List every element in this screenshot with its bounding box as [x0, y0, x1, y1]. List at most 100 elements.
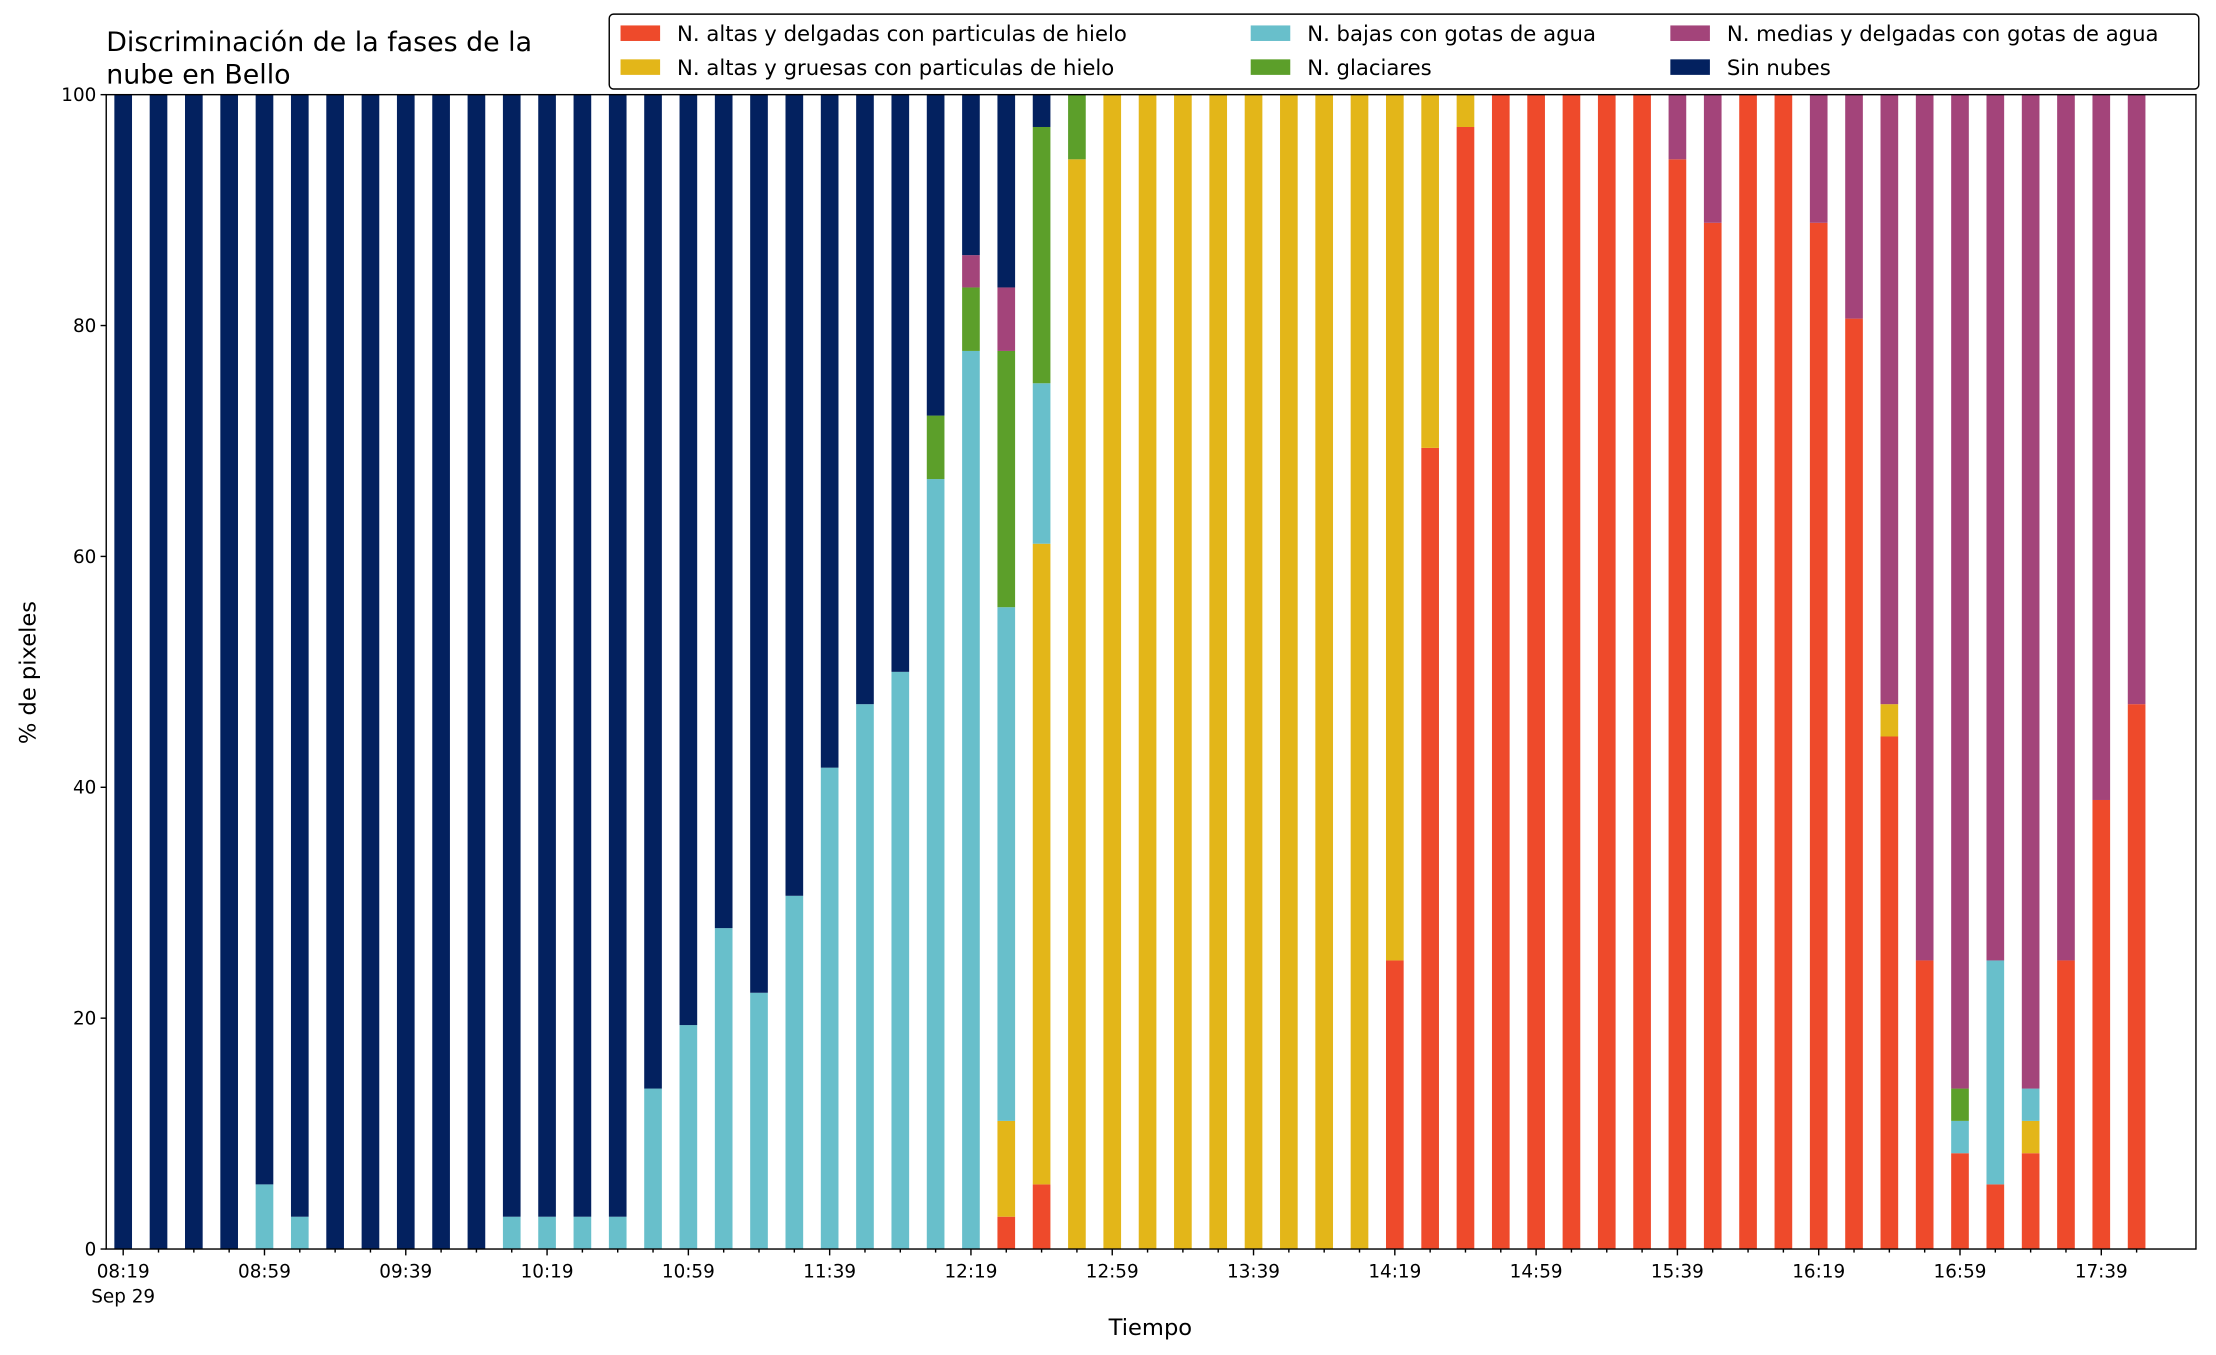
legend-swatch: [620, 25, 661, 41]
y-tick-label: 40: [73, 778, 96, 799]
bar-segment: [1385, 960, 1404, 1250]
bar-segment: [1174, 94, 1192, 1250]
legend-label: N. bajas con gotas de agua: [1307, 21, 1596, 46]
bar-segment: [1951, 1120, 1969, 1154]
bar-segment: [502, 94, 521, 1217]
bar-segment: [714, 94, 733, 929]
bar-segment: [2021, 1153, 2040, 1250]
x-tick-label: 16:59: [1934, 1261, 1987, 1282]
legend-swatch: [1250, 59, 1291, 75]
bar-segment: [1703, 94, 1722, 223]
chart-title: Discriminación de la fases de la: [106, 27, 532, 58]
x-tick-label: 08:59: [238, 1261, 291, 1282]
bar-segment: [1491, 94, 1510, 1250]
bar-segment: [573, 1216, 592, 1250]
legend-label: Sin nubes: [1727, 55, 1831, 80]
bar-segment: [114, 94, 133, 1250]
bar-segment: [750, 992, 768, 1250]
x-tick-label: 14:19: [1368, 1261, 1421, 1282]
bar-segment: [1032, 543, 1051, 1185]
legend-label: N. altas y gruesas con particulas de hie…: [677, 55, 1114, 80]
bar-segment: [1880, 736, 1899, 1250]
bar-segment: [1244, 94, 1263, 1250]
bar-segment: [1138, 94, 1157, 1250]
bar-segment: [1315, 94, 1334, 1250]
x-tick-label: 14:59: [1510, 1261, 1563, 1282]
legend-box: [608, 13, 2200, 90]
bar-segment: [644, 94, 662, 1089]
bar-segment: [1703, 222, 1722, 1250]
legend-label: N. medias y delgadas con gotas de agua: [1727, 21, 2159, 46]
bar-segment: [1986, 960, 2005, 1185]
bar-segment: [608, 1216, 627, 1250]
bar-segment: [679, 1025, 698, 1250]
bar-segment: [1209, 94, 1228, 1250]
bar-segment: [2127, 704, 2146, 1250]
bar-segment: [149, 94, 168, 1250]
bar-segment: [785, 94, 804, 896]
bar-segment: [997, 94, 1016, 288]
bar-segment: [2057, 94, 2075, 961]
bar-segment: [1562, 94, 1581, 1250]
bar-segment: [856, 704, 874, 1250]
bar-segment: [820, 94, 839, 768]
bar-segment: [1951, 94, 1969, 1089]
bar-segment: [502, 1216, 521, 1250]
x-tick-label: 16:19: [1792, 1261, 1845, 1282]
plot-frame: [105, 93, 2197, 1250]
bar-segment: [1633, 94, 1651, 1250]
y-tick-label: 60: [73, 547, 96, 568]
bar-segment: [891, 94, 910, 672]
bar-segment: [1032, 1184, 1051, 1250]
legend-swatch: [1670, 25, 1710, 41]
bar-segment: [1986, 1184, 2005, 1250]
x-tick-label: 17:39: [2075, 1261, 2128, 1282]
bar-segment: [1915, 960, 1934, 1250]
bar-segment: [1915, 94, 1934, 961]
bar-segment: [255, 94, 274, 1185]
bar-segment: [750, 94, 768, 993]
legend-label: N. glaciares: [1307, 55, 1431, 80]
bar-segment: [1668, 159, 1687, 1250]
bar-segment: [926, 479, 945, 1250]
bar-segment: [785, 895, 804, 1250]
bar-segment: [1880, 94, 1899, 705]
x-tick-label: 08:19: [97, 1261, 150, 1282]
bar-segment: [1032, 383, 1051, 544]
bar-segment: [926, 94, 945, 416]
bar-segment: [1845, 318, 1863, 1250]
bar-segment: [962, 94, 980, 256]
bar-segment: [2057, 960, 2075, 1250]
bar-segment: [714, 928, 733, 1250]
x-tick-label: 09:39: [379, 1261, 432, 1282]
bar-segment: [1845, 94, 1863, 319]
y-axis-label: % de pixeles: [16, 601, 42, 744]
bar-segment: [962, 350, 980, 1250]
y-tick-label: 100: [61, 85, 96, 106]
x-tick-label: 10:19: [521, 1261, 574, 1282]
bar-segment: [573, 94, 592, 1217]
y-tick-label: 80: [73, 316, 96, 337]
bar-segment: [538, 94, 556, 1217]
bar-segment: [255, 1184, 274, 1250]
bar-segment: [644, 1088, 662, 1250]
x-tick-label: 12:19: [944, 1261, 997, 1282]
bar-segment: [1986, 94, 2005, 961]
bar-segment: [1280, 94, 1298, 1250]
bar-segment: [1739, 94, 1757, 1250]
bar-segment: [997, 287, 1016, 351]
x-tick-label: 15:39: [1651, 1261, 1704, 1282]
bar-segment: [1809, 222, 1828, 1250]
bar-segment: [1880, 704, 1899, 737]
bar-segment: [1032, 126, 1051, 384]
bar-segment: [891, 671, 910, 1250]
bar-segment: [997, 607, 1016, 1121]
bar-segment: [1032, 94, 1051, 127]
x-tick-label: 11:39: [803, 1261, 856, 1282]
bar-segment: [1350, 94, 1369, 1250]
bar-segment: [1103, 94, 1122, 1250]
bar-segment: [1951, 1088, 1969, 1121]
bar-segment: [1774, 94, 1793, 1250]
bar-segment: [2021, 1088, 2040, 1121]
